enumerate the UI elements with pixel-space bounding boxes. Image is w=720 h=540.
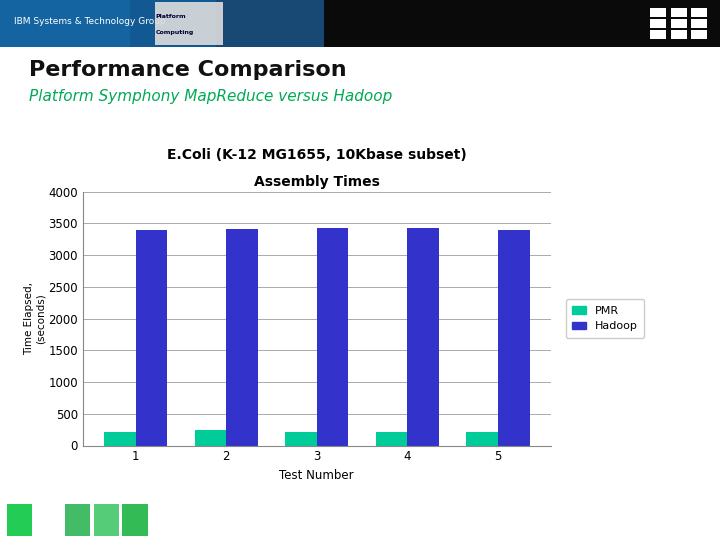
Bar — [0, 0, 130, 47]
Bar — [285, 432, 317, 445]
Y-axis label: Time Elapsed,
(seconds): Time Elapsed, (seconds) — [24, 282, 45, 355]
Bar — [0, 0, 216, 47]
X-axis label: Test Number: Test Number — [279, 469, 354, 482]
Text: IBM Confidential: IBM Confidential — [289, 512, 431, 526]
Bar — [194, 430, 226, 445]
Legend: PMR, Hadoop: PMR, Hadoop — [566, 299, 644, 338]
Bar — [36, 504, 61, 536]
Text: Computing: Computing — [156, 30, 194, 36]
Bar — [498, 230, 529, 446]
Bar — [7, 504, 32, 536]
Bar — [670, 30, 687, 39]
Bar — [466, 432, 498, 445]
Bar — [670, 8, 687, 17]
Text: © 2012  IBM Corporation: © 2012 IBM Corporation — [585, 515, 698, 524]
Bar — [650, 8, 666, 17]
Bar — [104, 431, 136, 446]
Text: Platform: Platform — [156, 14, 186, 19]
Bar — [408, 228, 439, 446]
Bar — [670, 19, 687, 28]
Bar — [691, 30, 707, 39]
Bar — [94, 504, 119, 536]
Bar — [136, 230, 168, 446]
Bar — [155, 2, 223, 45]
Bar — [317, 228, 348, 446]
Bar — [0, 0, 324, 47]
Text: Assembly Times: Assembly Times — [254, 175, 379, 189]
Bar — [650, 19, 666, 28]
Bar — [650, 30, 666, 39]
Text: Platform Symphony MapReduce versus Hadoop: Platform Symphony MapReduce versus Hadoo… — [29, 89, 392, 104]
Bar — [226, 229, 258, 446]
Text: E.Coli (K-12 MG1655, 10Kbase subset): E.Coli (K-12 MG1655, 10Kbase subset) — [167, 147, 467, 161]
Bar — [691, 19, 707, 28]
Bar — [376, 432, 408, 445]
Bar — [122, 504, 148, 536]
Bar — [65, 504, 90, 536]
Text: IBM Systems & Technology Group: IBM Systems & Technology Group — [14, 17, 166, 25]
Bar — [691, 8, 707, 17]
Text: Performance Comparison: Performance Comparison — [29, 59, 346, 79]
